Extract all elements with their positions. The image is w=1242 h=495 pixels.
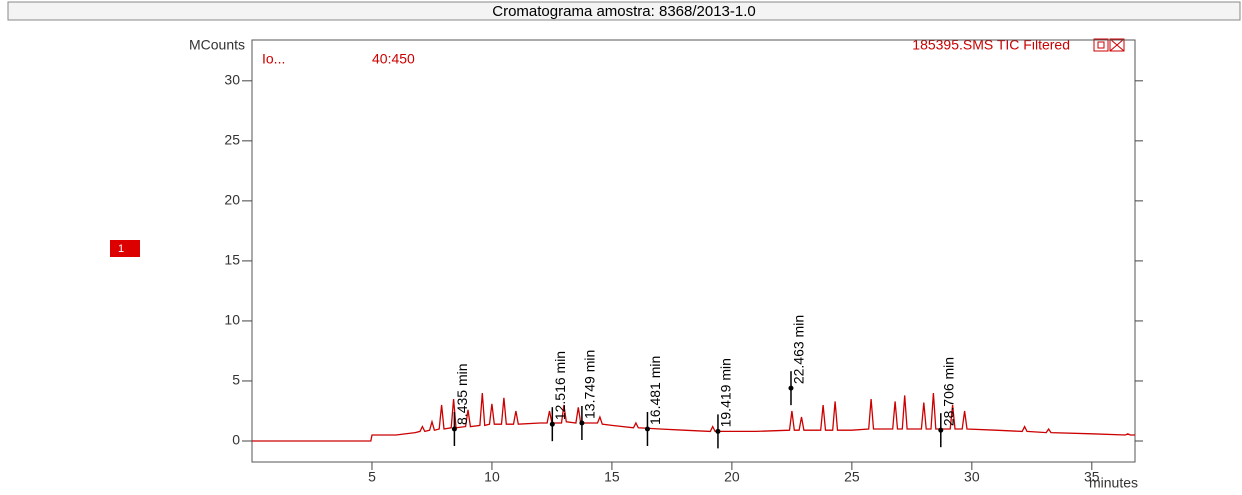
peak-label: 12.516 min (552, 351, 568, 420)
file-name: 185395.SMS TIC Filtered (912, 37, 1070, 53)
x-tick-label: 10 (484, 469, 500, 485)
y-axis-label: MCounts (189, 37, 245, 53)
plot-frame (251, 39, 1136, 463)
ion-prefix: Io... (262, 51, 285, 67)
peak-marker (579, 420, 585, 426)
y-tick-label: 15 (224, 252, 240, 268)
y-tick-label: 10 (224, 312, 240, 328)
peak-label: 16.481 min (647, 356, 663, 425)
x-tick-label: 35 (1084, 469, 1100, 485)
trace-badge[interactable] (110, 240, 140, 257)
chromatogram-line (252, 392, 1135, 442)
close-icon-cross (1109, 38, 1125, 52)
x-tick-label: 15 (604, 469, 620, 485)
y-tick-label: 30 (224, 72, 240, 88)
peak-marker (549, 421, 555, 427)
chart-title: Cromatograma amostra: 8368/2013-1.0 (492, 3, 755, 20)
x-tick-label: 25 (844, 469, 860, 485)
peak-label: 22.463 min (791, 315, 807, 384)
x-tick-label: 20 (724, 469, 740, 485)
y-tick-label: 20 (224, 192, 240, 208)
peak-label: 19.419 min (718, 358, 734, 427)
x-tick-label: 5 (368, 469, 376, 485)
peak-marker (451, 426, 457, 432)
close-icon[interactable] (1109, 38, 1125, 52)
peak-marker (644, 426, 650, 432)
peak-label: 28.706 min (940, 357, 956, 426)
peak-label: 13.749 min (582, 350, 598, 419)
y-tick-label: 25 (224, 132, 240, 148)
trace-badge-label: 1 (118, 243, 124, 255)
peak-marker (715, 428, 721, 434)
restore-icon-inner (1097, 41, 1105, 49)
peak-label: 8.435 min (454, 363, 470, 424)
peak-marker (938, 427, 944, 433)
x-tick-label: 30 (964, 469, 980, 485)
y-tick-label: 5 (232, 372, 240, 388)
restore-icon[interactable] (1093, 38, 1109, 52)
ion-range: 40:450 (372, 51, 415, 67)
y-tick-label: 0 (232, 432, 240, 448)
title-bar (7, 1, 1241, 21)
peak-marker (788, 385, 794, 391)
x-axis-label: minutes (1089, 475, 1138, 490)
